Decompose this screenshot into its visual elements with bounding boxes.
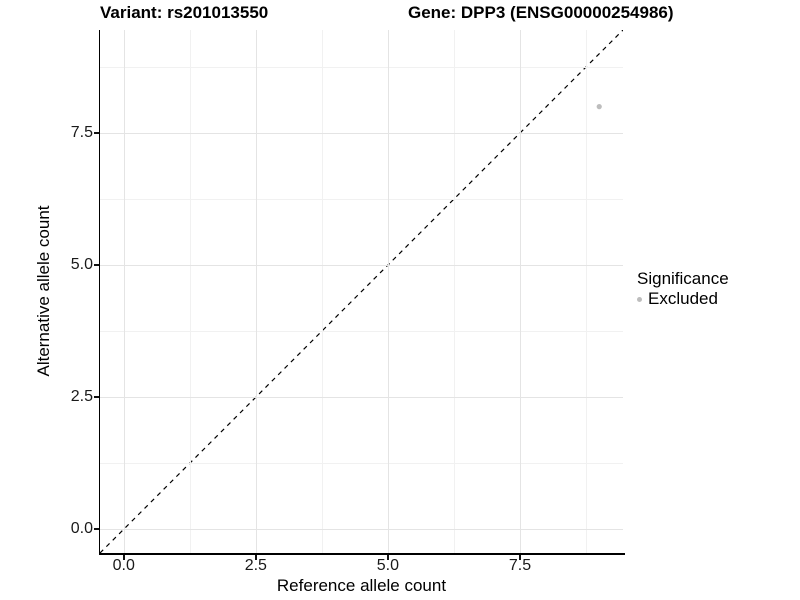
gridline-vertical <box>189 30 191 553</box>
gridline-horizontal <box>100 529 623 531</box>
gridline-vertical <box>586 30 588 553</box>
y-tick-label: 5.0 <box>70 256 93 274</box>
legend-title: Significance <box>637 269 729 288</box>
x-tick-label: 5.0 <box>376 557 400 574</box>
y-tick-label: 0.0 <box>70 520 93 538</box>
gridline-horizontal <box>100 199 623 201</box>
x-axis-title: Reference allele count <box>276 576 447 595</box>
gridline-horizontal <box>100 397 623 399</box>
x-tick-mark <box>519 555 521 560</box>
gridline-horizontal <box>100 66 623 68</box>
legend-item-excluded: Excluded <box>637 289 729 309</box>
gridline-vertical <box>255 30 257 553</box>
y-tick-label: 2.5 <box>70 388 93 406</box>
legend-point-icon <box>637 296 642 302</box>
y-tick-mark <box>94 528 99 530</box>
y-axis-title: Alternative allele count <box>34 205 53 377</box>
x-tick-mark <box>123 555 125 560</box>
x-tick-label: 7.5 <box>508 557 532 574</box>
gridline-vertical <box>123 30 125 553</box>
legend-item-label: Excluded <box>648 289 718 308</box>
y-axis-line <box>98 30 101 555</box>
gridline-horizontal <box>100 265 623 267</box>
gridline-vertical <box>453 30 455 553</box>
y-tick-mark <box>94 264 99 266</box>
gridline-vertical <box>519 30 521 553</box>
gridline-vertical <box>321 30 323 553</box>
x-tick-mark <box>255 555 257 560</box>
legend: Significance Excluded <box>637 269 729 309</box>
gridline-horizontal <box>100 331 623 333</box>
x-axis-line <box>98 553 625 555</box>
gridline-horizontal <box>100 463 623 465</box>
plot-title-variant: Variant: rs201013550 <box>100 3 269 22</box>
x-tick-label: 0.0 <box>112 557 135 574</box>
y-tick-label: 7.5 <box>70 124 93 141</box>
x-tick-mark <box>387 555 389 560</box>
identity-line <box>100 30 623 553</box>
data-point <box>596 104 602 110</box>
plot-canvas <box>100 30 623 553</box>
y-tick-mark <box>94 132 99 134</box>
gridline-vertical <box>387 30 389 553</box>
gridline-horizontal <box>100 133 623 134</box>
y-tick-mark <box>94 396 99 398</box>
plot-panel <box>100 30 623 553</box>
plot-title-gene: Gene: DPP3 (ENSG00000254986) <box>408 3 674 22</box>
x-tick-label: 2.5 <box>244 557 267 574</box>
